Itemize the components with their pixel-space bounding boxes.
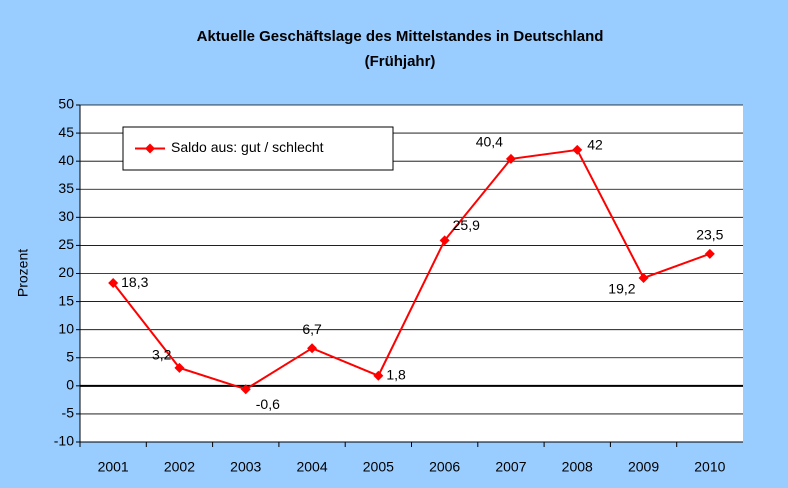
y-tick-label: 35 xyxy=(58,180,74,196)
data-label: 3,2 xyxy=(152,347,172,363)
point xyxy=(638,272,649,283)
point xyxy=(439,235,450,246)
data-label: 40,4 xyxy=(476,134,503,150)
point xyxy=(307,343,318,354)
y-tick-label: 0 xyxy=(66,377,74,393)
data-label: 42 xyxy=(587,137,603,153)
data-label: 19,2 xyxy=(608,281,635,297)
point xyxy=(505,153,516,164)
point xyxy=(240,384,251,395)
data-label: 25,9 xyxy=(453,217,480,233)
y-tick-label: 50 xyxy=(58,96,74,112)
point xyxy=(174,362,185,373)
y-tick-label: 10 xyxy=(58,320,74,336)
point xyxy=(373,370,384,381)
point xyxy=(704,248,715,259)
x-tick-label: 2008 xyxy=(562,459,593,475)
chart-title: Aktuelle Geschäftslage des Mittelstandes… xyxy=(197,28,604,45)
legend-box xyxy=(122,126,394,171)
y-tick-label: 20 xyxy=(58,264,74,280)
y-tick-label: -5 xyxy=(62,405,75,421)
x-tick-label: 2009 xyxy=(628,459,659,475)
legend-label: Saldo aus: gut / schlecht xyxy=(171,139,324,155)
legend-marker xyxy=(145,143,155,154)
y-tick-label: 25 xyxy=(58,236,74,252)
x-tick-label: 2010 xyxy=(694,459,725,475)
y-tick-label: -10 xyxy=(54,433,74,449)
y-tick-label: 40 xyxy=(58,152,74,168)
y-tick-label: 30 xyxy=(58,208,74,224)
y-tick-label: 5 xyxy=(66,348,74,364)
data-label: 6,7 xyxy=(302,321,322,337)
data-label: 18,3 xyxy=(121,274,148,290)
x-tick-label: 2007 xyxy=(495,459,526,475)
y-tick-label: 15 xyxy=(58,292,74,308)
point xyxy=(572,144,583,155)
data-label: 1,8 xyxy=(386,366,406,382)
y-tick-label: 45 xyxy=(58,124,74,140)
chart-subtitle: (Frühjahr) xyxy=(365,53,436,70)
x-tick-label: 2004 xyxy=(296,459,327,475)
x-tick-label: 2006 xyxy=(429,459,460,475)
series-line xyxy=(112,148,711,391)
data-label: 23,5 xyxy=(696,227,723,243)
y-axis-label: Prozent xyxy=(15,249,31,297)
x-tick-label: 2001 xyxy=(98,459,129,475)
data-label: -0,6 xyxy=(256,396,280,412)
point xyxy=(108,278,119,289)
x-tick-label: 2002 xyxy=(164,459,195,475)
x-tick-label: 2003 xyxy=(230,459,261,475)
x-tick-label: 2005 xyxy=(363,459,394,475)
